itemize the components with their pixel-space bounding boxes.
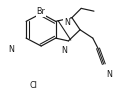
Text: N: N (63, 18, 69, 27)
Text: N: N (106, 70, 112, 79)
Text: Cl: Cl (29, 81, 37, 90)
Text: N: N (8, 45, 14, 54)
Text: Br: Br (36, 7, 45, 16)
Text: N: N (61, 46, 67, 55)
